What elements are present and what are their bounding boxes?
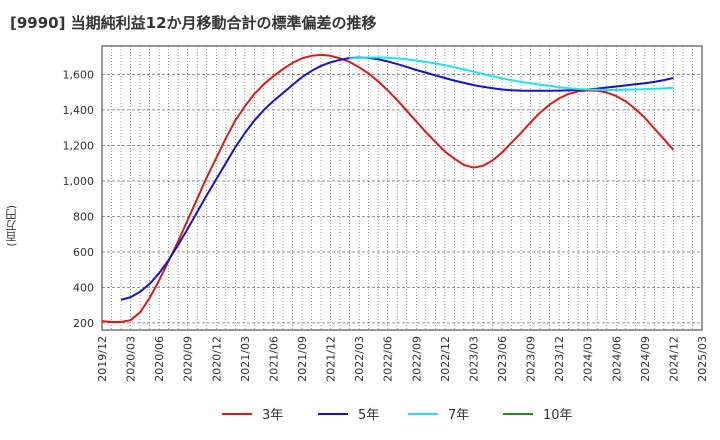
legend-label: 10年 [543, 408, 573, 423]
y-tick-label: 1,600 [63, 68, 95, 81]
y-tick-label: 800 [73, 210, 94, 223]
y-tick-label: 400 [73, 281, 94, 294]
legend-label: 3年 [262, 408, 283, 423]
grid [101, 45, 703, 331]
y-tick-label: 600 [73, 246, 94, 259]
x-tick-label: 2023/06 [496, 336, 509, 382]
legend-label: 7年 [448, 408, 469, 423]
y-tick-label: 200 [73, 317, 94, 330]
y-tick-label: 1,200 [63, 139, 95, 152]
x-tick-label: 2021/12 [325, 336, 338, 382]
x-tick-label: 2020/09 [182, 336, 195, 382]
y-axis-ticks: 200 400 600 800 1,000 1,200 1,400 1,600 [63, 68, 95, 330]
x-tick-label: 2020/06 [153, 336, 166, 382]
x-tick-label: 2024/03 [582, 336, 595, 382]
legend-label: 5年 [358, 408, 379, 423]
plot-area-border [101, 45, 703, 331]
x-tick-label: 2019/12 [96, 336, 109, 382]
x-tick-label: 2024/09 [639, 336, 652, 382]
x-tick-label: 2020/03 [125, 336, 138, 382]
x-tick-label: 2021/09 [296, 336, 309, 382]
series-line-3年 [101, 53, 675, 323]
chart-title: [9990] 当期純利益12か月移動合計の標準偏差の推移 [10, 14, 377, 32]
y-tick-label: 1,000 [63, 175, 95, 188]
legend: 3年 5年 7年 10年 [222, 408, 573, 423]
series-lines [101, 53, 675, 323]
x-tick-label: 2023/03 [467, 336, 480, 382]
x-tick-label: 2020/12 [210, 336, 223, 382]
x-tick-label: 2022/03 [353, 336, 366, 382]
x-tick-label: 2021/03 [239, 336, 252, 382]
y-tick-label: 1,400 [63, 104, 95, 117]
x-tick-label: 2022/09 [410, 336, 423, 382]
x-axis-ticks: 2019/12 2020/03 2020/06 2020/09 2020/12 2021/… [96, 336, 709, 382]
x-tick-label: 2024/12 [667, 336, 680, 382]
x-tick-label: 2022/12 [439, 336, 452, 382]
x-tick-label: 2023/09 [525, 336, 538, 382]
series-line-7年 [349, 56, 674, 91]
x-tick-label: 2022/06 [382, 336, 395, 382]
x-tick-label: 2021/06 [267, 336, 280, 382]
x-tick-label: 2023/12 [553, 336, 566, 382]
x-tick-label: 2025/03 [696, 336, 709, 382]
x-tick-label: 2024/06 [610, 336, 623, 382]
